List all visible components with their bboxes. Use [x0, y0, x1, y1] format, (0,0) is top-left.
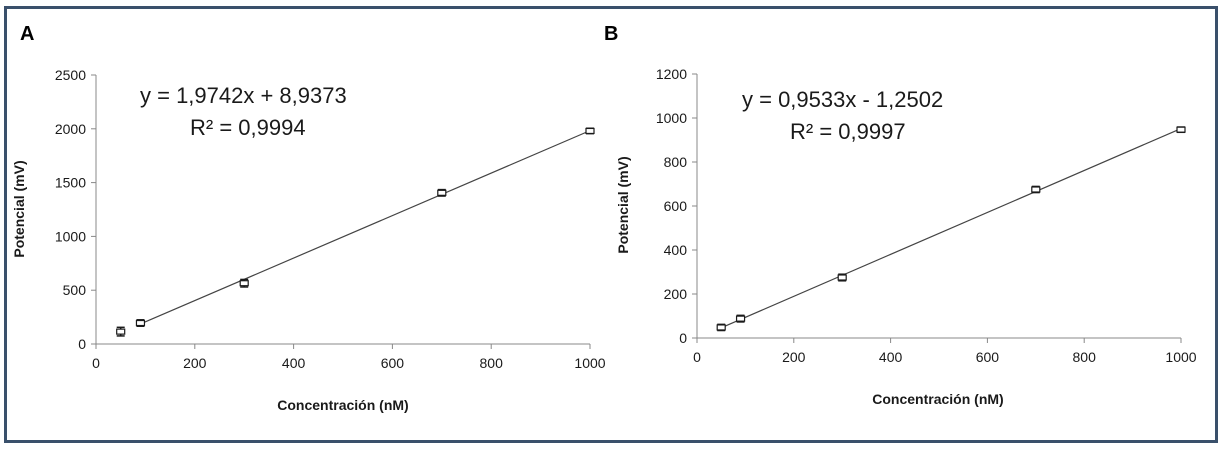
- y-tick-label-b: 800: [664, 154, 688, 170]
- x-tick-label-a: 0: [92, 355, 100, 371]
- x-tick-label-a: 800: [480, 355, 504, 371]
- y-axis-title-b: Potencial (mV): [615, 156, 631, 253]
- y-tick-label-a: 2000: [55, 121, 86, 137]
- data-point-b: [837, 273, 847, 282]
- axes-a: 0 500 1000 1500 2000 2500 0 200 400 600 800 1000: [55, 67, 606, 371]
- x-tick-label-b: 1000: [1165, 349, 1196, 365]
- x-tick-label-a: 600: [381, 355, 405, 371]
- point-marker-a: [585, 127, 595, 135]
- y-tick-label-a: 1500: [55, 175, 86, 191]
- point-marker-a: [239, 280, 249, 287]
- panel-label-b: B: [604, 23, 618, 45]
- data-point-b: [716, 323, 726, 332]
- trendline-equation-a: y = 1,9742x + 8,9373: [140, 83, 347, 108]
- y-tick-label-a: 2500: [55, 67, 86, 83]
- point-marker-a: [135, 319, 146, 327]
- chart-panel-a: A y = 1,9742x + 8,9373 R² = 0,9994 Conce…: [11, 23, 606, 413]
- x-axis-title-a: Concentración (nM): [277, 397, 408, 413]
- x-tick-label-b: 800: [1073, 349, 1097, 365]
- r-squared-b: R² = 0,9997: [790, 119, 906, 144]
- data-point-b: [1176, 126, 1186, 134]
- r-squared-a: R² = 0,9994: [190, 115, 306, 140]
- point-marker-b: [716, 324, 726, 331]
- y-tick-label-a: 1000: [55, 228, 86, 244]
- point-marker-b: [1031, 186, 1041, 193]
- x-axis-title-b: Concentración (nM): [872, 391, 1003, 407]
- data-point-a: [437, 188, 447, 197]
- point-marker-b: [735, 315, 746, 322]
- trendline-a: [140, 130, 591, 325]
- data-point-a: [135, 319, 146, 327]
- y-tick-label-b: 1200: [656, 66, 687, 82]
- point-marker-a: [437, 189, 447, 196]
- x-tick-label-b: 600: [976, 349, 1000, 365]
- y-tick-label-b: 0: [679, 330, 687, 346]
- x-tick-label-b: 400: [879, 349, 903, 365]
- y-tick-label-b: 1000: [656, 110, 687, 126]
- panel-label-a: A: [20, 23, 34, 45]
- point-marker-b: [837, 274, 847, 281]
- y-tick-label-b: 600: [664, 198, 688, 214]
- x-tick-label-a: 400: [282, 355, 306, 371]
- x-tick-label-a: 1000: [574, 355, 605, 371]
- trendline-equation-b: y = 0,9533x - 1,2502: [742, 87, 943, 112]
- figure-frame: [4, 6, 1218, 443]
- trendline-b: [720, 127, 1182, 329]
- point-marker-b: [1176, 126, 1186, 133]
- y-tick-label-b: 200: [664, 286, 688, 302]
- x-tick-label-b: 0: [693, 349, 701, 365]
- axes-b: 0 200 400 600 800 1000 1200 0 200 400 600 800 1000: [656, 66, 1197, 365]
- y-tick-label-a: 0: [78, 336, 86, 352]
- y-tick-label-a: 500: [63, 282, 87, 298]
- marks-b: [716, 126, 1186, 332]
- data-point-a: [585, 127, 595, 135]
- point-marker-a: [116, 328, 126, 335]
- data-point-a: [116, 326, 126, 337]
- chart-panel-b: B y = 0,9533x - 1,2502 R² = 0,9997 Conce…: [604, 23, 1197, 407]
- y-tick-label-b: 400: [664, 242, 688, 258]
- y-axis-title-a: Potencial (mV): [11, 160, 27, 257]
- x-tick-label-a: 200: [183, 355, 207, 371]
- marks-a: [116, 127, 595, 337]
- data-point-b: [735, 314, 746, 323]
- x-tick-label-b: 200: [782, 349, 806, 365]
- data-point-a: [239, 278, 249, 288]
- data-point-b: [1031, 185, 1041, 194]
